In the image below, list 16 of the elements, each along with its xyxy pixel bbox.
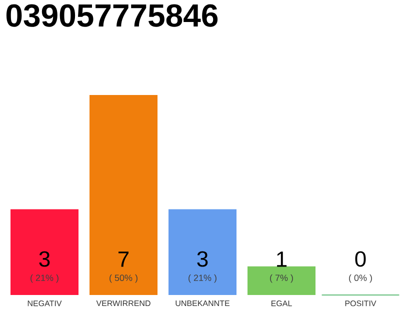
chart-title: 039057775846 [6,4,218,27]
data-label: 7 [118,252,129,267]
x-tick-label: NEGATIV [28,300,62,306]
data-label: 1 [277,252,287,267]
annotation: ( 0% ) [349,274,372,283]
x-tick-label: EGAL [271,300,292,306]
x-tick-label: VERWIRREND [96,300,150,306]
x-tick-label: UNBEKANNTE [176,300,230,306]
annotation: ( 21% ) [30,274,58,283]
annotation: ( 50% ) [110,274,138,283]
data-label: 0 [355,251,366,267]
data-label: 3 [39,251,50,267]
annotation: ( 7% ) [270,274,293,283]
data-label: 3 [197,251,208,267]
x-tick-label: POSITIV [345,300,376,306]
annotation: ( 21% ) [188,274,216,283]
